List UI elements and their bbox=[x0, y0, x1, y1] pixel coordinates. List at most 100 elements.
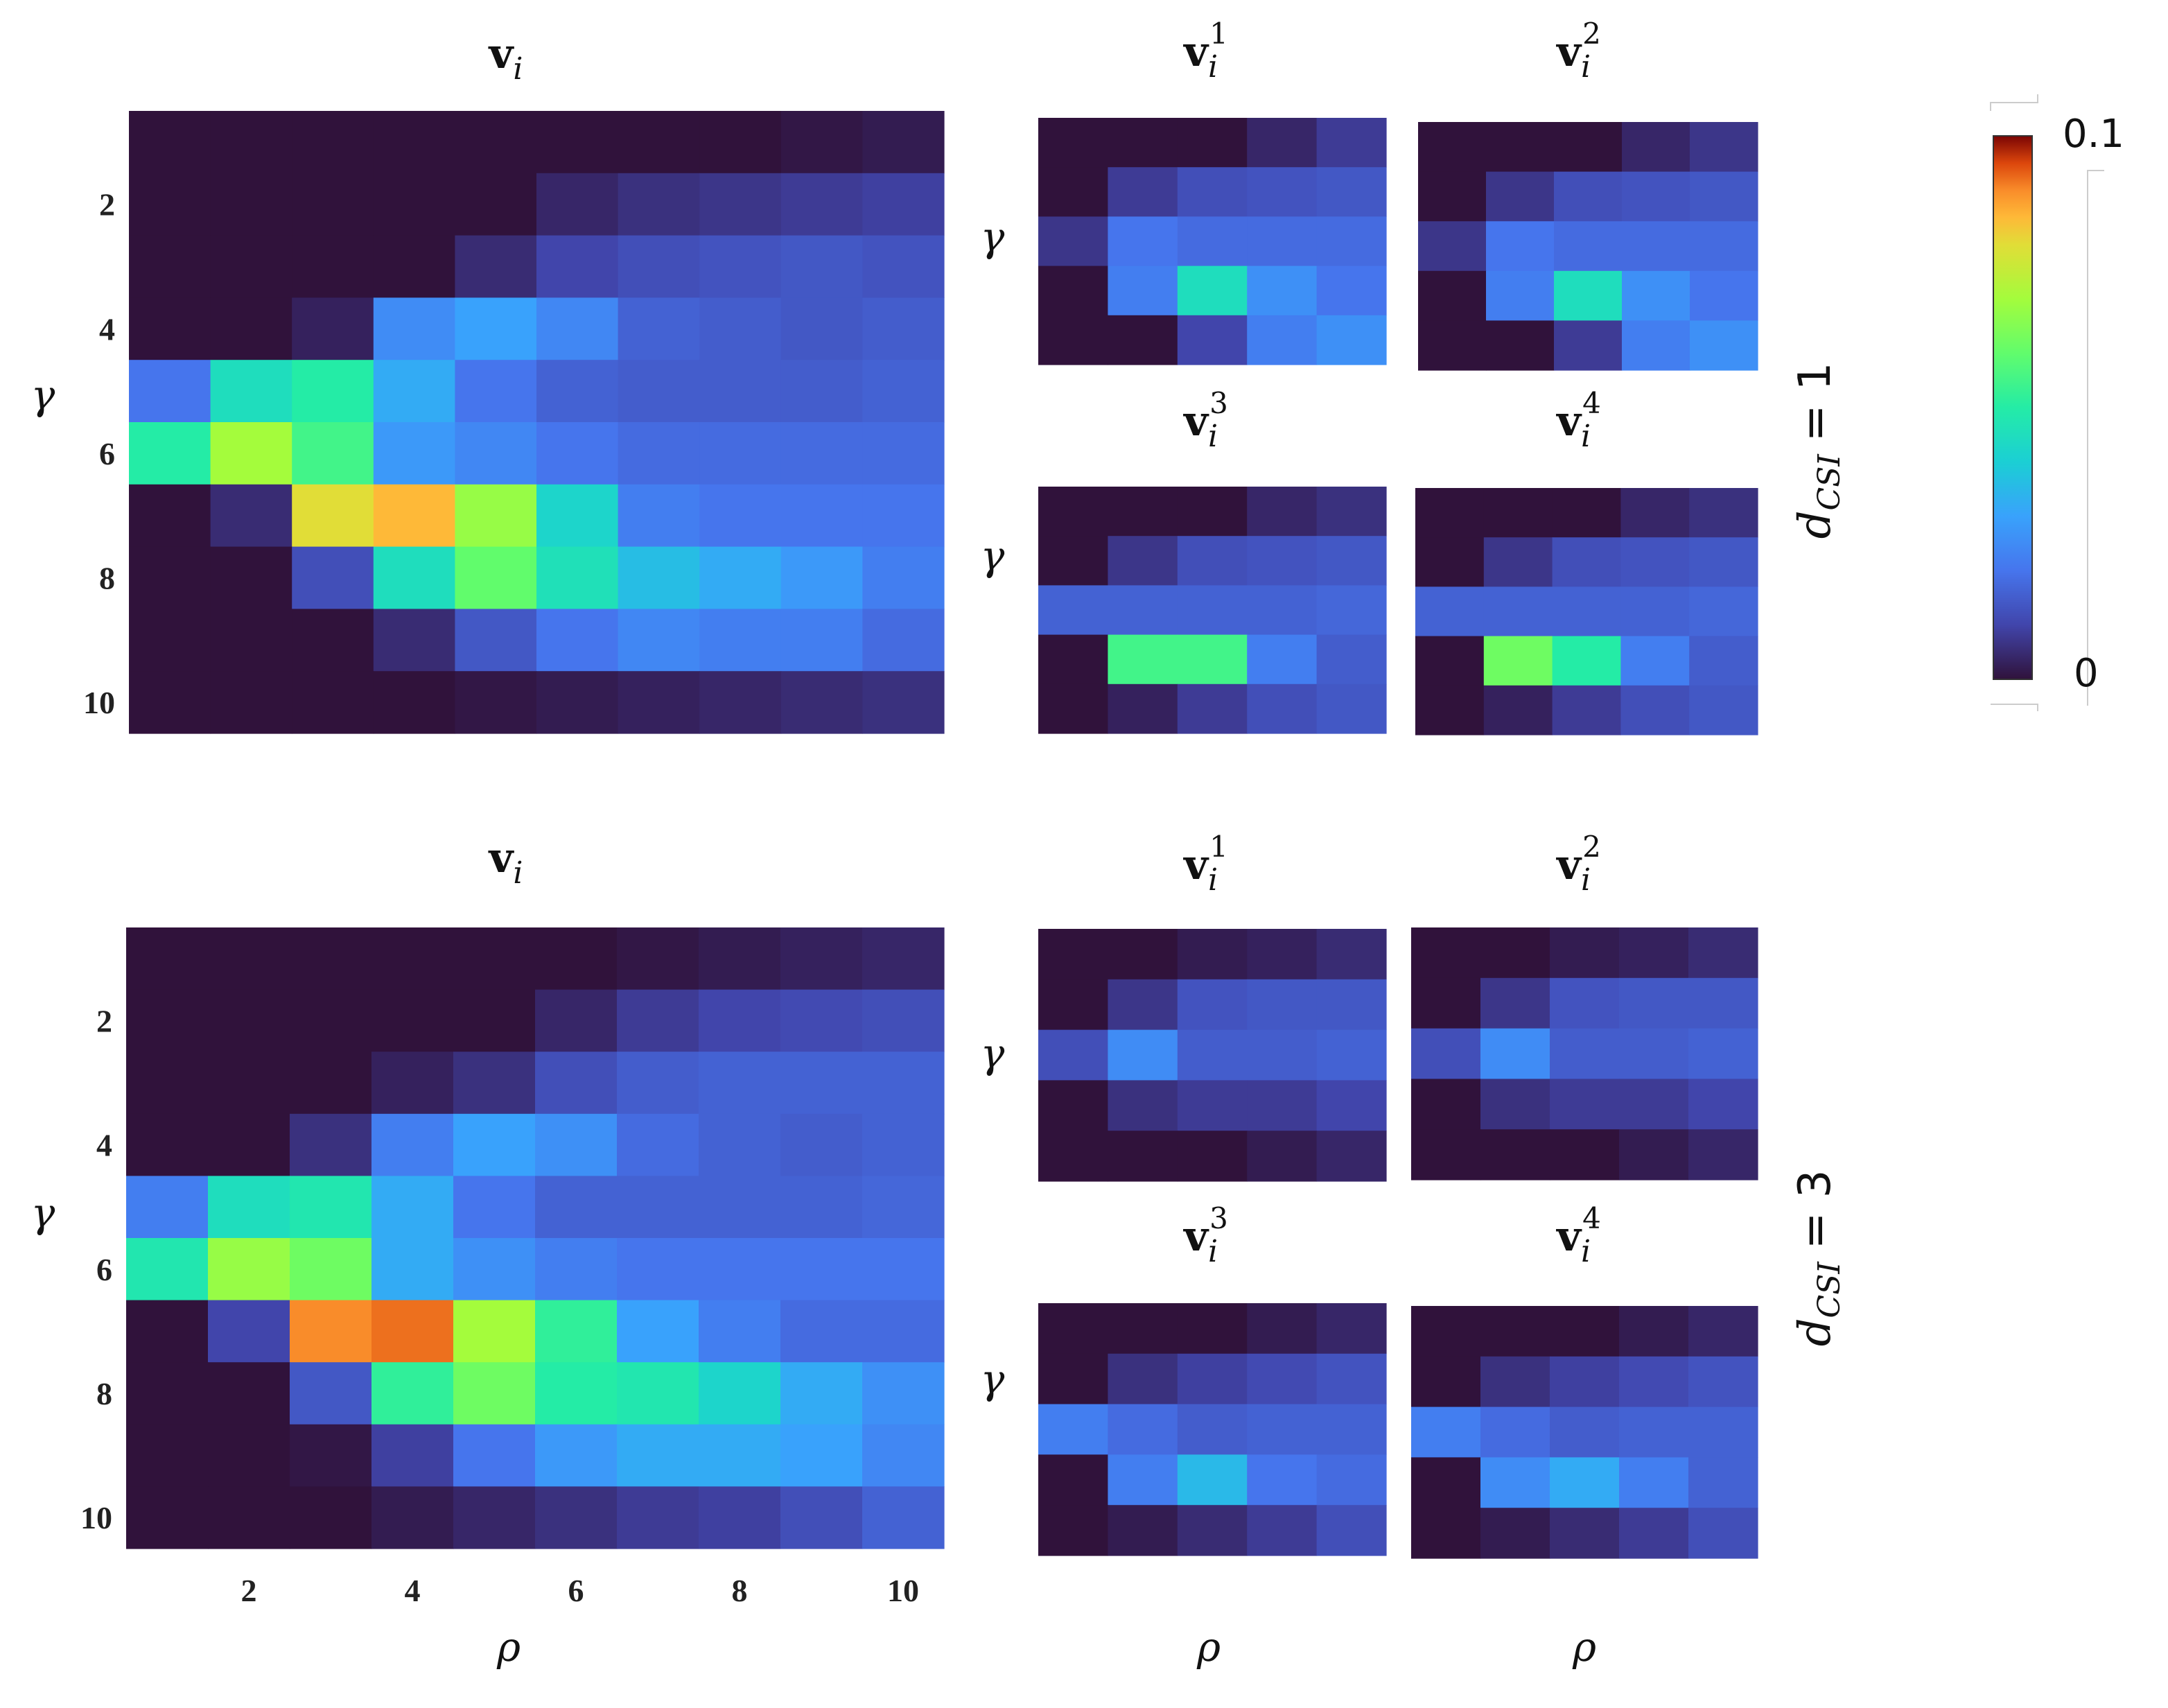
heatmap-cell bbox=[1108, 1080, 1178, 1131]
heatmap-cell bbox=[1316, 1404, 1387, 1455]
heatmap-cell bbox=[862, 1113, 945, 1176]
heatmap-cell bbox=[1038, 1303, 1108, 1354]
heatmap-cell bbox=[455, 111, 537, 174]
heatmap-cell bbox=[210, 422, 292, 485]
heatmap-cell bbox=[1622, 320, 1690, 371]
x-tick-label: 4 bbox=[405, 1573, 421, 1608]
heatmap-cell bbox=[210, 609, 292, 672]
heatmap-cell bbox=[862, 360, 945, 423]
heatmap-cell bbox=[535, 1176, 618, 1239]
heatmap-cell bbox=[1247, 265, 1318, 316]
heatmap-cell bbox=[1554, 122, 1623, 173]
r3-main-heatmap bbox=[126, 927, 945, 1549]
heatmap-cell bbox=[1411, 1129, 1481, 1180]
heatmap-cell bbox=[455, 297, 537, 360]
heatmap-cell bbox=[780, 173, 863, 236]
heatmap-cell bbox=[1108, 929, 1178, 980]
heatmap-cell bbox=[1316, 1029, 1387, 1081]
heatmap-cell bbox=[1486, 270, 1555, 321]
heatmap-cell bbox=[1247, 487, 1318, 537]
heatmap-cell bbox=[1415, 636, 1485, 686]
heatmap-cell bbox=[862, 422, 945, 485]
heatmap-cell bbox=[618, 609, 700, 672]
heatmap-cell bbox=[453, 1424, 536, 1487]
heatmap-cell bbox=[536, 111, 619, 174]
heatmap-cell bbox=[129, 173, 211, 236]
heatmap-cell bbox=[1552, 537, 1621, 587]
heatmap-cell bbox=[1108, 979, 1178, 1031]
heatmap-cell bbox=[1316, 1505, 1387, 1556]
y-tick-label: 8 bbox=[96, 1376, 112, 1411]
heatmap-cell bbox=[371, 1362, 454, 1425]
heatmap-cell bbox=[1316, 979, 1387, 1031]
heatmap-cell bbox=[1316, 536, 1387, 586]
heatmap-cell bbox=[1550, 1306, 1620, 1357]
heatmap-cell bbox=[862, 1424, 945, 1487]
heatmap-cell bbox=[1108, 1454, 1178, 1506]
heatmap-cell bbox=[618, 173, 700, 236]
heatmap-cell bbox=[1177, 487, 1248, 537]
heatmap-cell bbox=[126, 1424, 209, 1487]
heatmap-cell bbox=[699, 546, 782, 609]
heatmap-cell bbox=[780, 1052, 863, 1115]
heatmap-cell bbox=[210, 671, 292, 734]
heatmap-cell bbox=[1108, 585, 1178, 636]
heatmap-cell bbox=[780, 1362, 863, 1425]
r1-v2-title: vi2 bbox=[1555, 17, 1601, 85]
heatmap-cell bbox=[1689, 537, 1758, 587]
heatmap-cell bbox=[536, 235, 619, 298]
heatmap-cell bbox=[1411, 1508, 1481, 1559]
heatmap-cell bbox=[699, 235, 782, 298]
heatmap-cell bbox=[617, 1113, 699, 1176]
y-tick-label: 8 bbox=[99, 561, 115, 596]
heatmap-cell bbox=[535, 1300, 618, 1363]
heatmap-cell bbox=[292, 297, 374, 360]
y-axis-label: γ bbox=[31, 372, 55, 419]
heatmap-cell bbox=[1247, 1353, 1318, 1405]
x-axis-label: ρ bbox=[496, 1623, 521, 1671]
heatmap-cell bbox=[1418, 171, 1487, 222]
heatmap-cell bbox=[129, 235, 211, 298]
heatmap-cell bbox=[862, 609, 945, 672]
heatmap-cell bbox=[618, 546, 700, 609]
heatmap-cell bbox=[1689, 488, 1758, 538]
heatmap-cell bbox=[208, 1486, 290, 1549]
heatmap-cell bbox=[292, 360, 374, 423]
heatmap-cell bbox=[1247, 1303, 1318, 1354]
heatmap-cell bbox=[1108, 167, 1178, 217]
heatmap-cell bbox=[1688, 927, 1758, 979]
r1-v3-heatmap bbox=[1038, 487, 1387, 734]
heatmap-cell bbox=[292, 173, 374, 236]
y-tick-label: 10 bbox=[83, 685, 115, 720]
heatmap-cell bbox=[780, 989, 863, 1052]
heatmap-cell bbox=[1108, 118, 1178, 168]
heatmap-cell bbox=[371, 1052, 454, 1115]
heatmap-cell bbox=[1690, 270, 1758, 321]
heatmap-cell bbox=[1108, 1353, 1178, 1405]
heatmap-cell bbox=[699, 671, 782, 734]
heatmap-cell bbox=[1108, 1131, 1178, 1182]
heatmap-cell bbox=[129, 297, 211, 360]
heatmap-cell bbox=[699, 1052, 781, 1115]
heatmap-cell bbox=[1108, 315, 1178, 365]
heatmap-cell bbox=[536, 297, 619, 360]
heatmap-cell bbox=[1411, 1028, 1481, 1079]
heatmap-cell bbox=[1038, 1353, 1108, 1405]
heatmap-cell bbox=[1038, 1080, 1108, 1131]
heatmap-cell bbox=[618, 297, 700, 360]
heatmap-cell bbox=[618, 235, 700, 298]
row-label-dcsi-2: dCSI= 3 bbox=[1790, 1170, 1847, 1347]
heatmap-cell bbox=[210, 546, 292, 609]
heatmap-cell bbox=[455, 609, 537, 672]
heatmap-cell bbox=[780, 235, 863, 298]
row-label-dcsi-1: dCSI= 1 bbox=[1790, 363, 1847, 539]
heatmap-cell bbox=[126, 1238, 209, 1301]
heatmap-cell bbox=[780, 422, 863, 485]
heatmap-cell bbox=[1622, 221, 1690, 272]
y-tick-label: 6 bbox=[99, 436, 115, 471]
heatmap-cell bbox=[862, 1300, 945, 1363]
heatmap-cell bbox=[1486, 221, 1555, 272]
heatmap-cell bbox=[1177, 167, 1248, 217]
r1-v3-title: vi3 bbox=[1182, 386, 1228, 454]
heatmap-cell bbox=[453, 989, 536, 1052]
